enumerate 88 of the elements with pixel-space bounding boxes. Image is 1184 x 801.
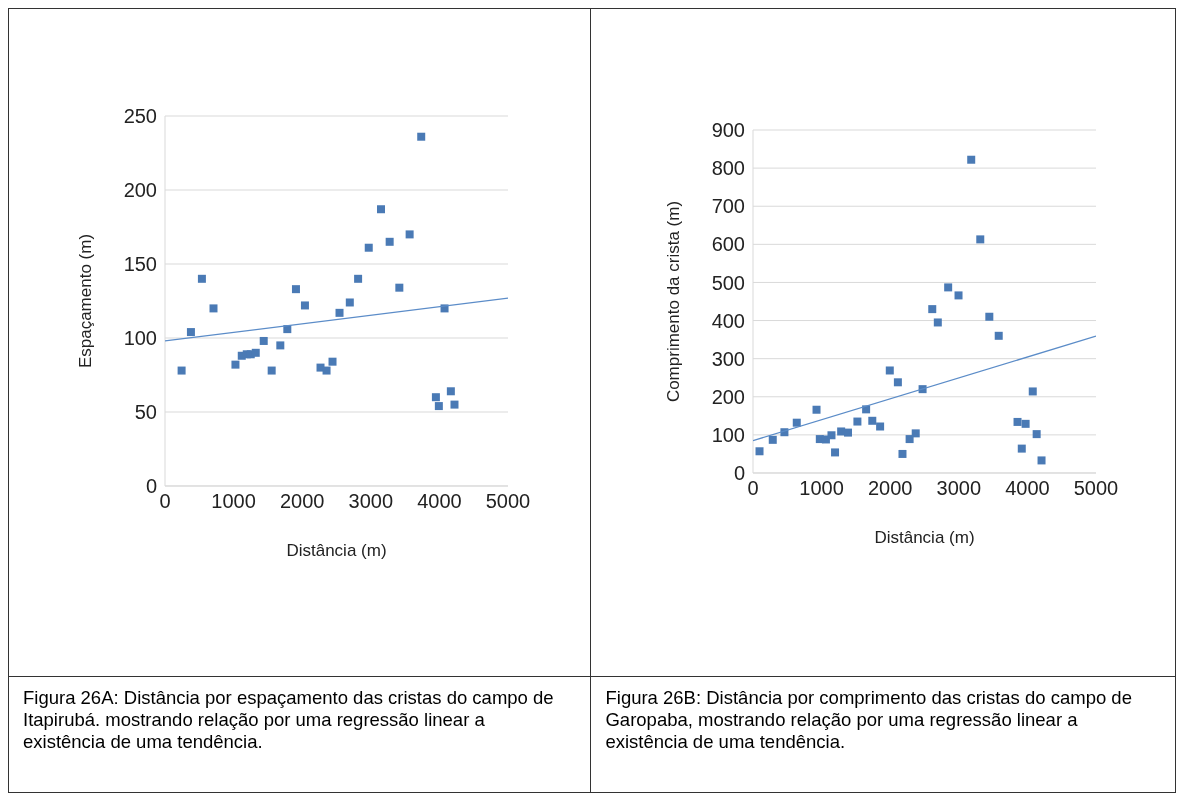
point (385, 237, 394, 246)
y-tick-label: 300 (712, 347, 746, 370)
point (417, 132, 426, 141)
point (354, 274, 363, 283)
point (197, 274, 206, 283)
point (446, 387, 455, 396)
point (755, 447, 764, 456)
point (186, 328, 195, 337)
x-axis-title: Distância (m) (286, 541, 387, 560)
point (450, 400, 459, 409)
point (886, 366, 895, 375)
point (812, 405, 821, 414)
point (793, 418, 802, 427)
point (345, 298, 354, 307)
x-tick-label: 2000 (868, 477, 913, 500)
y-tick-label: 100 (712, 423, 746, 446)
point (1029, 387, 1038, 396)
y-tick-label: 500 (712, 271, 746, 294)
y-tick-label: 50 (134, 401, 157, 424)
y-tick-label: 100 (123, 327, 157, 350)
point (328, 357, 337, 366)
point (177, 366, 186, 375)
y-axis-title: Comprimento da crista (m) (664, 200, 684, 403)
x-tick-label: 4000 (1005, 477, 1051, 500)
point (431, 393, 440, 402)
point (276, 341, 285, 350)
x-tick-label: 5000 (485, 490, 531, 513)
y-tick-label: 250 (123, 105, 157, 128)
x-axis-title: Distância (m) (874, 528, 976, 547)
point (291, 285, 300, 294)
point (985, 312, 994, 321)
point (231, 360, 240, 369)
point (1018, 444, 1027, 453)
point (1038, 456, 1046, 465)
point (364, 243, 373, 252)
x-tick-label: 5000 (1074, 477, 1119, 500)
x-tick-label: 2000 (279, 490, 325, 513)
point (322, 366, 331, 375)
y-tick-label: 800 (712, 157, 746, 180)
x-tick-label: 0 (747, 477, 760, 500)
point (1022, 419, 1031, 428)
y-tick-label: 900 (712, 119, 746, 142)
point (934, 318, 943, 327)
x-tick-label: 0 (159, 490, 171, 513)
point (405, 230, 414, 239)
point (853, 417, 862, 426)
x-tick-label: 1000 (799, 477, 845, 500)
point (967, 155, 976, 164)
point (300, 301, 309, 310)
y-tick-label: 0 (734, 462, 746, 485)
y-tick-label: 400 (712, 309, 746, 332)
x-tick-label: 3000 (937, 477, 982, 500)
x-tick-label: 1000 (211, 490, 256, 513)
point (928, 305, 937, 314)
point (377, 205, 386, 214)
point (868, 416, 877, 425)
point (395, 283, 404, 292)
point (831, 448, 840, 457)
point (769, 435, 778, 444)
point (876, 422, 885, 431)
point (894, 378, 903, 387)
point (251, 348, 260, 357)
y-tick-label: 150 (123, 253, 157, 276)
text: Figura 26B: Distância por comprimento das cristas do campo de Garopaba, mostrando relação por uma regressão linear a existência de uma tendência. (605, 687, 1133, 753)
point (434, 402, 443, 411)
y-axis-title: Espaçamento (m) (76, 233, 96, 369)
point (1033, 430, 1042, 439)
y-tick-label: 700 (712, 195, 746, 218)
point (898, 449, 907, 458)
point (954, 291, 963, 300)
point (944, 283, 953, 292)
y-tick-label: 200 (123, 179, 157, 202)
point (259, 336, 268, 345)
y-tick-label: 600 (712, 233, 746, 256)
point (1013, 417, 1022, 426)
point (995, 331, 1004, 340)
point (827, 431, 836, 440)
y-tick-label: 200 (712, 385, 746, 408)
x-tick-label: 4000 (417, 490, 462, 513)
point (844, 428, 853, 437)
text: Figura 26A: Distância por espaçamento das cristas do campo de Itapirubá. mostrando relação por uma regressão linear a existência de uma tendência. (23, 687, 555, 753)
point (267, 366, 276, 375)
point (912, 429, 921, 438)
point (335, 308, 344, 317)
point (209, 304, 218, 313)
point (976, 235, 985, 244)
point (906, 435, 915, 444)
x-tick-label: 3000 (348, 490, 394, 513)
